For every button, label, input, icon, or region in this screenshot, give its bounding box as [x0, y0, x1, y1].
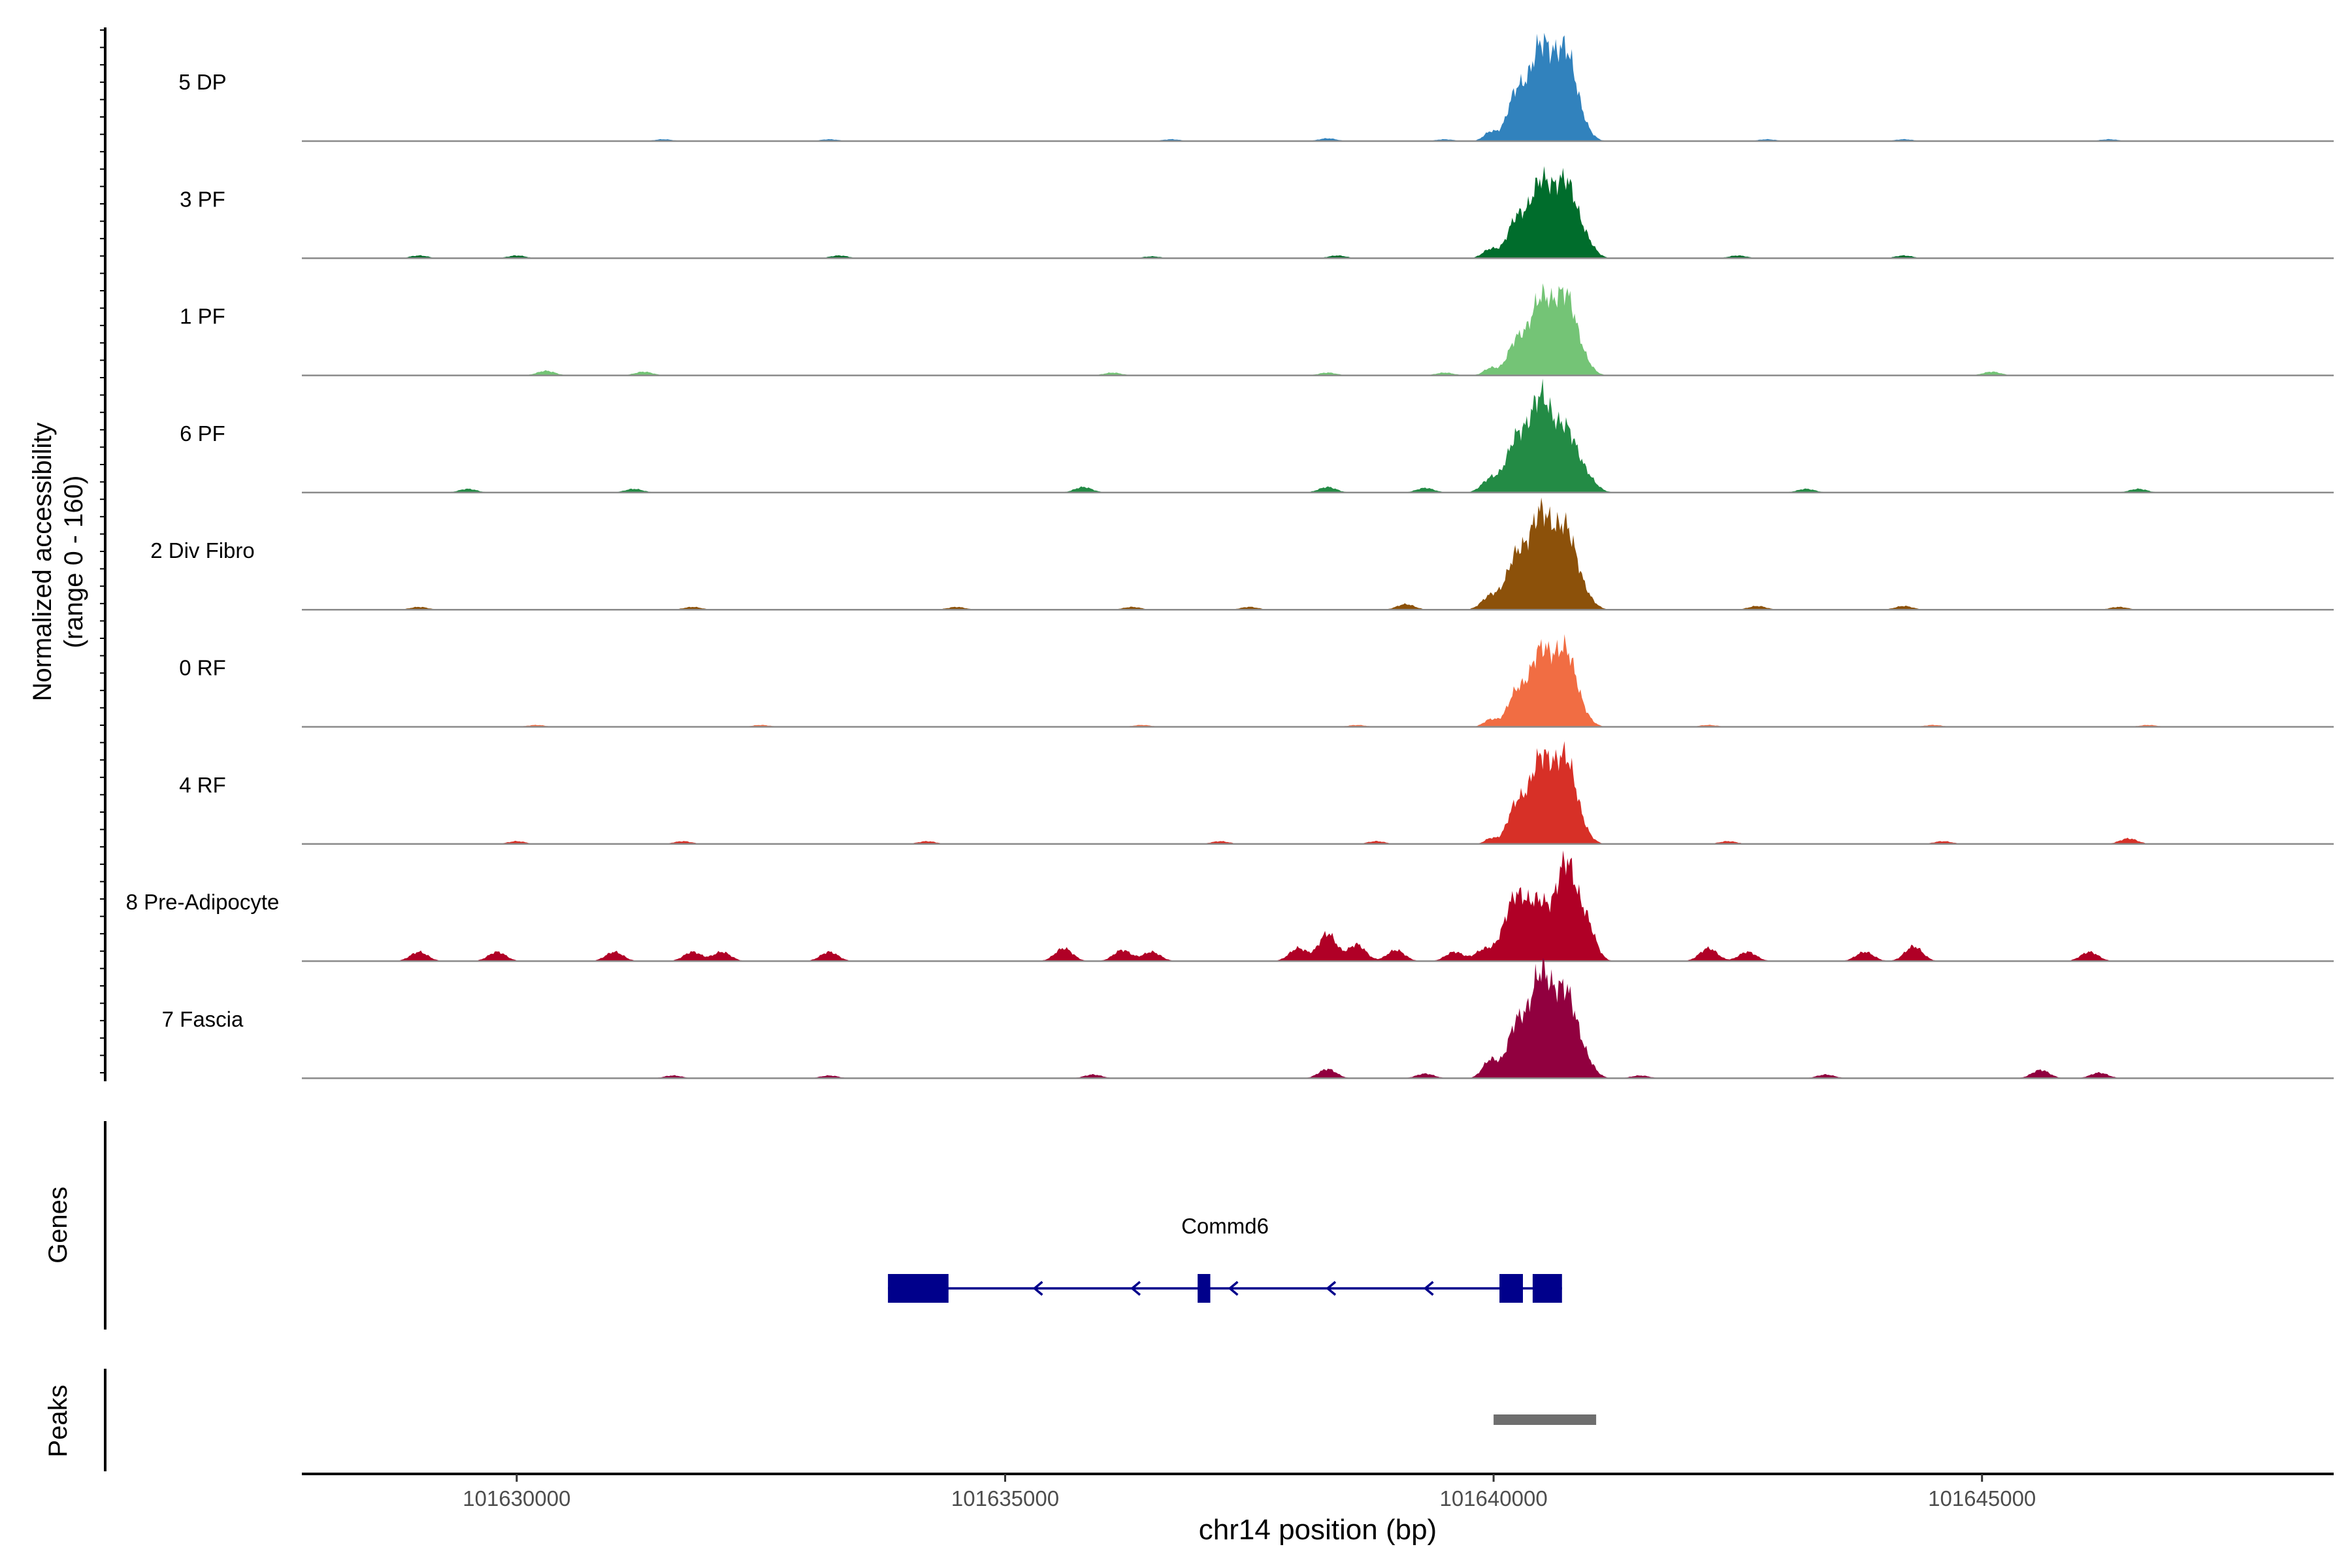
track-4-rf: 4 RF	[179, 741, 2334, 845]
track-label: 0 RF	[179, 656, 226, 680]
coverage-area	[302, 33, 2334, 142]
strand-arrow	[1326, 1281, 1337, 1296]
track-5-dp: 5 DP	[178, 33, 2334, 142]
peaks-track-label: Peaks	[44, 1384, 73, 1457]
genes-track-label: Genes	[44, 1186, 73, 1264]
coverage-tracks: 5 DP 3 PF 1 PF 6 PF 2 Div Fibro 0 RF 4 RF 8 Pre…	[126, 33, 2334, 1079]
coverage-y-ticks	[100, 29, 105, 1073]
coverage-area	[302, 497, 2334, 610]
coverage-area	[302, 634, 2334, 727]
x-axis-title: chr14 position (bp)	[1199, 1514, 1437, 1546]
gene-exon	[1532, 1274, 1562, 1303]
track-label: 3 PF	[180, 187, 225, 211]
gene-exon	[1198, 1274, 1211, 1303]
gene-name-label: Commd6	[1181, 1214, 1269, 1238]
track-1-pf: 1 PF	[180, 283, 2334, 376]
track-6-pf: 6 PF	[180, 378, 2334, 494]
x-tick-label: 101635000	[951, 1486, 1059, 1511]
track-2-div-fibro: 2 Div Fibro	[150, 497, 2334, 611]
called-peak-bar	[1494, 1414, 1597, 1425]
track-label: 8 Pre-Adipocyte	[126, 890, 280, 914]
x-axis-ticks: 101630000 101635000 101640000 101645000	[463, 1474, 2036, 1511]
coverage-area	[302, 741, 2334, 844]
track-label: 5 DP	[178, 70, 226, 94]
strand-arrow	[1228, 1281, 1239, 1296]
gene-commd6: Commd6	[888, 1214, 1562, 1303]
called-peaks	[1494, 1414, 1597, 1425]
coverage-y-axis-range: (range 0 - 160)	[59, 476, 88, 649]
coverage-area	[302, 378, 2334, 493]
gene-annotation: Commd6	[888, 1214, 1562, 1303]
strand-arrow	[1423, 1281, 1434, 1296]
coverage-area	[302, 166, 2334, 259]
track-label: 6 PF	[180, 421, 225, 446]
gene-exon	[888, 1274, 949, 1303]
strand-arrow	[1130, 1281, 1141, 1296]
track-0-rf: 0 RF	[179, 634, 2334, 728]
x-tick-label: 101645000	[1928, 1486, 2036, 1511]
track-7-fascia: 7 Fascia	[162, 958, 2334, 1079]
track-label: 1 PF	[180, 304, 225, 329]
coverage-area	[302, 850, 2334, 962]
track-label: 4 RF	[179, 773, 226, 797]
x-tick-label: 101630000	[463, 1486, 570, 1511]
gene-exon	[1499, 1274, 1523, 1303]
track-3-pf: 3 PF	[180, 166, 2334, 259]
strand-arrow	[1032, 1281, 1043, 1296]
track-8-pre-adipocyte: 8 Pre-Adipocyte	[126, 850, 2334, 962]
coverage-y-axis-title: Normalized accessibility	[28, 423, 57, 702]
coverage-area	[302, 958, 2334, 1079]
track-label: 2 Div Fibro	[150, 538, 255, 563]
track-label: 7 Fascia	[162, 1007, 244, 1031]
x-tick-label: 101640000	[1440, 1486, 1548, 1511]
coverage-area	[302, 283, 2334, 376]
